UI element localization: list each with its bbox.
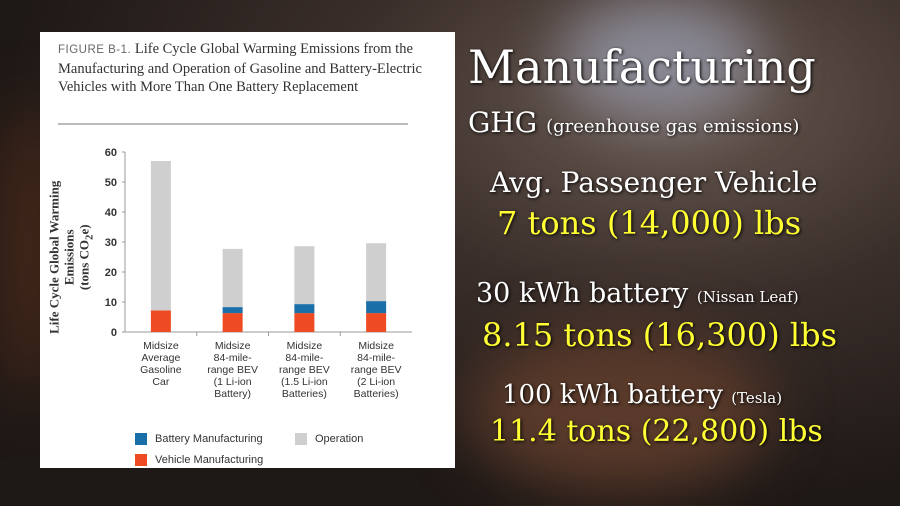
legend-operation: Operation	[295, 433, 363, 445]
bar-vehicle-manufacturing	[222, 313, 243, 332]
x-tick-label: Midsize Average Gasoline Car	[126, 340, 196, 388]
bar-operation	[366, 243, 387, 302]
figure-title: FIGURE B-1. Life Cycle Global Warming Em…	[58, 40, 438, 97]
ghg-label: GHG	[468, 106, 538, 139]
x-tick-label-line: range BEV	[350, 364, 402, 376]
bar-vehicle-manufacturing	[366, 313, 387, 332]
y-tick-label: 20	[105, 267, 117, 279]
y-tick-label: 30	[105, 237, 117, 249]
item-label-text: 30 kWh battery	[476, 278, 689, 309]
figure-title-text: Life Cycle Global Warming Emissions from…	[58, 41, 422, 95]
item-label: 100 kWh battery (Tesla)	[502, 380, 782, 410]
x-tick-label: Midsize 84-mile-range BEV (1 Li-ion Battery…	[198, 340, 268, 400]
background-blur	[470, 330, 770, 490]
x-tick-label-line: Midsize	[286, 340, 323, 352]
overlay-ghg: GHG (greenhouse gas emissions)	[468, 106, 799, 139]
x-tick-label-line: Midsize	[214, 340, 251, 352]
bar-battery-manufacturing	[366, 301, 387, 314]
x-tick-label-line: range BEV	[278, 364, 330, 376]
item-label-text: 100 kWh battery	[502, 380, 723, 410]
bar-operation	[150, 161, 171, 311]
item-value: 8.15 tons (16,300) lbs	[482, 316, 837, 354]
ghg-note: (greenhouse gas emissions)	[546, 116, 800, 137]
x-tick-label-line: 84-mile-	[285, 352, 324, 364]
x-tick-label-line: Midsize	[143, 340, 179, 352]
legend-swatch	[135, 454, 147, 466]
background-blur	[560, 0, 760, 120]
item-label: 30 kWh battery (Nissan Leaf)	[476, 278, 799, 309]
bar-operation	[222, 248, 243, 308]
x-tick-label-line: 84-mile-	[213, 352, 252, 364]
item-value: 7 tons (14,000) lbs	[497, 204, 802, 242]
x-tick-label-line: (1 Li-ion	[213, 376, 252, 388]
x-tick-label-line: 84-mile-	[357, 352, 396, 364]
divider	[58, 123, 408, 125]
x-tick-label: Midsize 84-mile-range BEV (1.5 Li-ion Batte…	[269, 340, 339, 400]
item-note: (Nissan Leaf)	[696, 288, 799, 306]
x-tick-label-line: (2 Li-ion	[357, 376, 396, 388]
bar-chart: 0 10 20 30 40 50 60	[105, 147, 412, 339]
x-tick-label-line: Batteries)	[353, 388, 399, 400]
y-tick-label: 60	[105, 147, 117, 159]
bar-battery-manufacturing	[294, 304, 315, 314]
item-value: 11.4 tons (22,800) lbs	[490, 414, 823, 449]
x-tick-label-line: Gasoline	[140, 364, 182, 376]
legend-label: Battery Manufacturing	[155, 433, 263, 445]
legend-label: Vehicle Manufacturing	[155, 454, 264, 466]
x-tick-label-line: Battery)	[214, 388, 251, 400]
legend-battery-manufacturing: Battery Manufacturing	[135, 433, 263, 445]
legend-label: Operation	[315, 433, 364, 445]
figure-label: FIGURE B-1.	[58, 44, 132, 56]
legend-vehicle-manufacturing: Vehicle Manufacturing	[135, 454, 263, 466]
x-tick-label-line: (1.5 Li-ion	[281, 376, 328, 388]
x-tick-label: Midsize 84-mile-range BEV (2 Li-ion Batteri…	[341, 340, 411, 400]
x-tick-label-line: Average	[141, 352, 181, 364]
overlay-heading: Manufacturing	[468, 40, 816, 94]
legend-swatch	[295, 433, 307, 445]
y-tick-label: 50	[105, 177, 117, 189]
figure-panel: FIGURE B-1. Life Cycle Global Warming Em…	[40, 32, 455, 468]
y-tick-label: 10	[105, 297, 117, 309]
legend-swatch	[135, 433, 147, 445]
y-tick-label: 40	[105, 207, 117, 219]
item-label: Avg. Passenger Vehicle	[490, 166, 818, 199]
y-tick-label: 0	[111, 327, 117, 339]
bar-operation	[294, 246, 315, 305]
item-note: (Tesla)	[731, 389, 783, 407]
x-tick-label-line: Midsize	[358, 340, 394, 352]
x-tick-label-line: range BEV	[207, 364, 259, 376]
x-tick-label-line: Batteries)	[281, 388, 327, 400]
x-tick-label-line: Car	[152, 376, 170, 388]
bar-battery-manufacturing	[222, 307, 243, 314]
bar-vehicle-manufacturing	[150, 310, 171, 332]
bar-vehicle-manufacturing	[294, 313, 315, 332]
